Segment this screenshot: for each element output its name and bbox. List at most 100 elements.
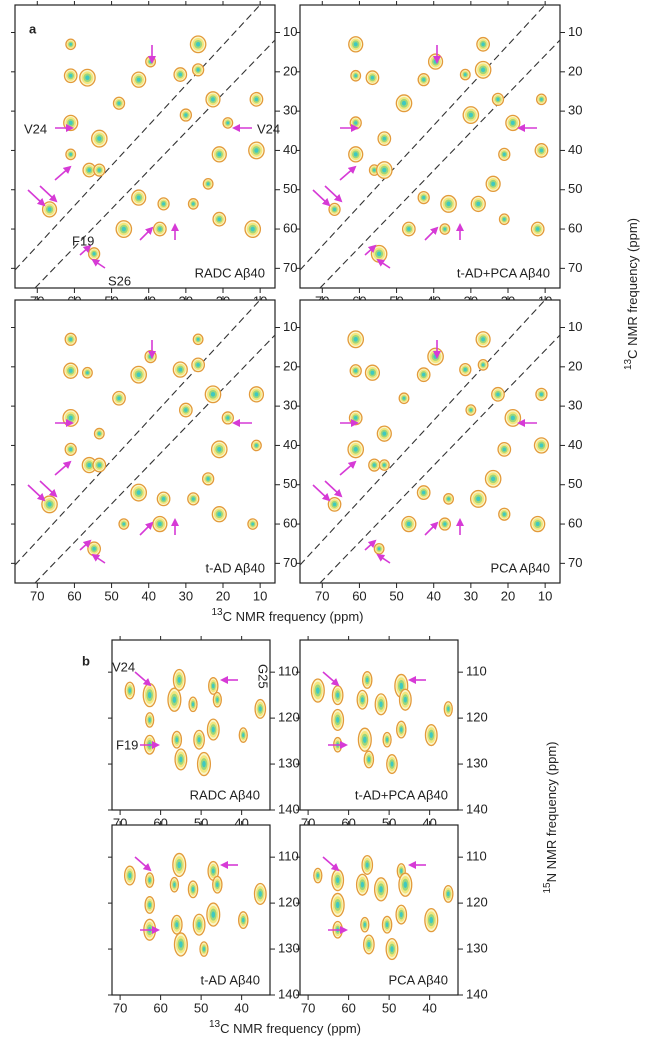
sample-name: PCA Aβ40 bbox=[388, 972, 448, 987]
y-tick-label: 20 bbox=[568, 63, 582, 78]
peak-contour bbox=[403, 696, 407, 703]
peak-contour bbox=[173, 882, 176, 887]
peak-contour bbox=[354, 121, 358, 125]
peak-contour bbox=[172, 696, 177, 703]
peak-contour bbox=[255, 443, 258, 447]
peak-contour bbox=[443, 522, 447, 526]
y-tick-label: 130 bbox=[466, 940, 488, 955]
peak-contour bbox=[401, 100, 407, 106]
peak-contour bbox=[121, 226, 126, 232]
peak-contour bbox=[157, 521, 162, 527]
peak-contour bbox=[502, 217, 506, 221]
y-tick-label: 10 bbox=[568, 319, 582, 334]
peak-contour bbox=[68, 368, 73, 373]
arrow bbox=[322, 856, 340, 872]
peak-contour bbox=[241, 917, 245, 923]
peak-contour bbox=[463, 367, 467, 372]
peak-contour bbox=[335, 901, 340, 909]
axis-label-sup: 13 bbox=[623, 358, 634, 370]
arrow bbox=[54, 460, 72, 476]
axis-label: 13C NMR frequency (ppm) bbox=[209, 1019, 361, 1037]
peak-contour bbox=[97, 168, 101, 172]
peak-contour bbox=[468, 112, 474, 118]
peak-contour bbox=[399, 911, 403, 918]
peak-contour bbox=[379, 701, 383, 708]
arrow bbox=[424, 521, 439, 536]
x-tick-label: 60 bbox=[352, 588, 366, 603]
peak-contour bbox=[481, 363, 485, 367]
peak-contour bbox=[254, 148, 259, 153]
peak-contour bbox=[122, 522, 126, 526]
peak-contour bbox=[354, 369, 358, 373]
peak-contour bbox=[216, 882, 219, 888]
arrow bbox=[39, 480, 58, 498]
peak-contour bbox=[490, 476, 496, 482]
y-tick-label: 60 bbox=[283, 515, 297, 530]
x-tick-label: 50 bbox=[389, 588, 403, 603]
peak-contour bbox=[372, 168, 376, 172]
y-tick-label: 30 bbox=[283, 398, 297, 413]
y-tick-label: 10 bbox=[568, 24, 582, 39]
peak-contour bbox=[502, 447, 507, 452]
axis-label-text: C NMR frequency (ppm) bbox=[220, 1021, 361, 1036]
peak-contour bbox=[226, 416, 230, 420]
axis-label: 13C NMR frequency (ppm) bbox=[623, 218, 641, 370]
y-tick-label: 40 bbox=[568, 142, 582, 157]
peak-contour bbox=[422, 195, 426, 200]
arrow bbox=[364, 244, 377, 256]
y-tick-label: 40 bbox=[283, 437, 297, 452]
peak-contour bbox=[496, 392, 500, 397]
arrow bbox=[312, 189, 331, 207]
y-tick-label: 60 bbox=[568, 515, 582, 530]
peak-contour bbox=[422, 78, 426, 82]
peak-contour bbox=[97, 463, 102, 467]
peak-contour bbox=[175, 922, 179, 928]
sample-name: RADC Aβ40 bbox=[190, 787, 260, 802]
peak-contour bbox=[353, 336, 358, 342]
axis-label-text: C NMR frequency (ppm) bbox=[223, 609, 364, 624]
x-tick-label: 50 bbox=[194, 1000, 208, 1015]
arrow bbox=[324, 185, 343, 203]
peak-contour bbox=[210, 392, 216, 397]
y-tick-label: 130 bbox=[278, 755, 300, 770]
peak-contour bbox=[254, 97, 259, 102]
peak-contour bbox=[191, 497, 195, 501]
peak-contour bbox=[184, 113, 188, 117]
peak-contour bbox=[469, 408, 473, 412]
arrow bbox=[339, 165, 357, 181]
peak-contour bbox=[382, 431, 387, 436]
peak-contour bbox=[336, 692, 340, 698]
y-tick-label: 30 bbox=[568, 103, 582, 118]
peak-contour bbox=[211, 911, 216, 918]
peak-contour bbox=[370, 75, 375, 80]
peak-contour bbox=[161, 496, 166, 501]
panel: 7060504030201010203040506070RADC Aβ40 bbox=[11, 1, 297, 308]
peak-contour bbox=[539, 148, 544, 153]
x-tick-label: 70 bbox=[113, 1000, 127, 1015]
peak-contour bbox=[367, 941, 371, 948]
peak-contour bbox=[382, 463, 386, 467]
panel: 70 60 50 40 30 20 10 10 20 30 40 50 60 70 PCA Aβ40 bbox=[296, 296, 582, 603]
y-tick-label: 10 bbox=[283, 24, 297, 39]
peak-contour bbox=[191, 202, 195, 206]
panel-label: b bbox=[82, 653, 90, 668]
y-tick-label: 20 bbox=[283, 63, 297, 78]
arrow bbox=[312, 484, 331, 502]
panel: 70 60 50 40 110 120 130 140 t-AD Aβ40 bbox=[108, 821, 300, 1015]
y-tick-label: 10 bbox=[283, 319, 297, 334]
peak-contour bbox=[196, 68, 200, 72]
peak-contour bbox=[535, 521, 540, 527]
peak-contour bbox=[403, 881, 408, 888]
sample-name: PCA Aβ40 bbox=[490, 560, 550, 575]
arrow bbox=[139, 226, 154, 241]
peak-contour bbox=[407, 227, 411, 231]
peak-contour bbox=[480, 67, 486, 73]
x-tick-label: 70 bbox=[30, 588, 44, 603]
peak-contour bbox=[447, 706, 450, 711]
sample-name: RADC Aβ40 bbox=[195, 265, 265, 280]
plot-frame bbox=[111, 639, 271, 811]
peak-contour bbox=[217, 217, 222, 222]
axis-label-text: N NMR frequency (ppm) bbox=[544, 742, 559, 883]
peak-contour bbox=[429, 916, 434, 924]
